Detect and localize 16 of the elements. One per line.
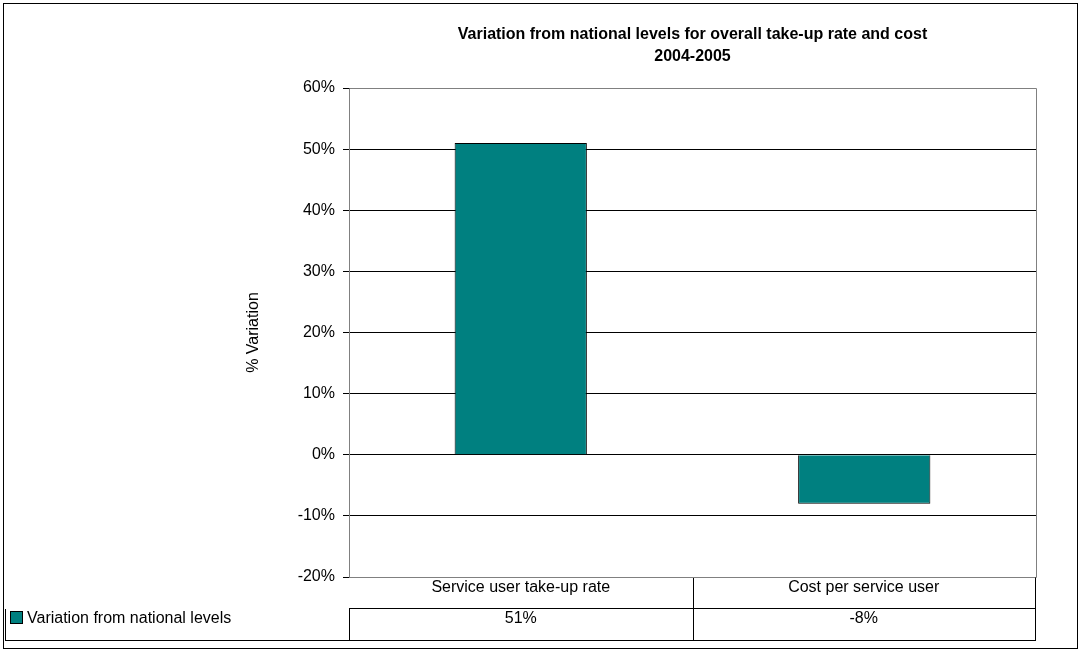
y-tick-label: 50% [302,139,335,157]
y-tick-label: 10% [302,384,335,402]
chart-title: Variation from national levels for overall take-up rate and cost 2004-2005 [457,25,928,65]
y-tick-label: 30% [302,261,335,279]
y-tick-label: -20% [297,567,335,585]
y-tick-label: 0% [311,445,335,463]
x-tick-label: Service user take-up rate [431,578,611,595]
x-tick-label: Cost per service user [788,578,940,595]
legend-label: Variation from national levels [27,609,232,626]
y-axis-title: % Variation [244,292,262,373]
data-label: -8% [849,609,878,626]
y-tick-label: 20% [302,322,335,340]
y-tick-label: -10% [297,506,335,524]
data-label: 51% [504,609,537,626]
y-tick-label: 40% [302,200,335,218]
y-tick-label: 60% [302,78,335,96]
